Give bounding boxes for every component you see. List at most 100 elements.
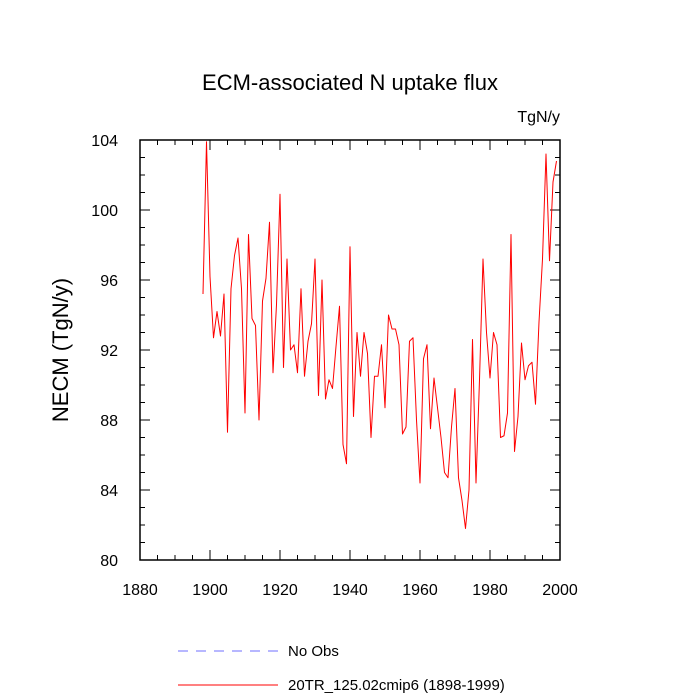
data-point-1975 (472, 339, 473, 340)
data-point-1971 (458, 477, 459, 478)
data-point-1974 (468, 489, 469, 490)
data-point-1963 (430, 428, 431, 429)
data-point-1932 (321, 279, 322, 280)
data-point-1982 (496, 344, 497, 345)
data-point-1929 (311, 323, 312, 324)
data-point-1919 (276, 304, 277, 305)
data-point-1923 (290, 349, 291, 350)
data-point-1962 (426, 344, 427, 345)
chart-title: ECM-associated N uptake flux (202, 70, 498, 95)
data-point-1903 (220, 335, 221, 336)
data-point-1967 (444, 472, 445, 473)
data-point-1958 (412, 337, 413, 338)
data-point-1996 (545, 153, 546, 154)
series-line-20tr (202, 141, 557, 529)
data-point-1953 (395, 328, 396, 329)
data-point-1926 (300, 288, 301, 289)
data-point-1947 (374, 376, 375, 377)
data-point-1941 (353, 416, 354, 417)
data-point-1924 (293, 344, 294, 345)
y-tick-label: 84 (100, 483, 118, 500)
data-point-1981 (493, 332, 494, 333)
data-point-1939 (346, 463, 347, 464)
data-point-1970 (454, 388, 455, 389)
data-point-1990 (524, 379, 525, 380)
data-point-1916 (265, 278, 266, 279)
data-point-1985 (507, 412, 508, 413)
y-tick-label: 104 (91, 133, 118, 150)
data-point-1997 (549, 260, 550, 261)
data-point-1933 (325, 398, 326, 399)
y-tick-label: 80 (100, 553, 118, 570)
data-point-1914 (258, 419, 259, 420)
data-point-1976 (475, 482, 476, 483)
data-point-1910 (244, 412, 245, 413)
data-point-1899 (206, 141, 207, 142)
data-point-1930 (314, 258, 315, 259)
data-point-1909 (241, 288, 242, 289)
data-point-1901 (213, 337, 214, 338)
x-tick-label: 1960 (402, 582, 438, 599)
data-point-1942 (356, 332, 357, 333)
data-point-1948 (377, 376, 378, 377)
data-point-1931 (318, 395, 319, 396)
data-point-1921 (283, 367, 284, 368)
x-tick-label: 1940 (332, 582, 368, 599)
data-point-1986 (510, 234, 511, 235)
data-point-1900 (209, 276, 210, 277)
data-point-1928 (307, 341, 308, 342)
data-point-1902 (216, 311, 217, 312)
data-point-1913 (255, 325, 256, 326)
legend-label-20tr: 20TR_125.02cmip6 (1898-1999) (288, 677, 505, 694)
legend-label-no-obs: No Obs (288, 643, 339, 660)
data-point-1977 (479, 379, 480, 380)
data-point-1969 (451, 426, 452, 427)
data-point-1907 (234, 255, 235, 256)
data-point-1954 (398, 344, 399, 345)
data-point-1961 (423, 358, 424, 359)
data-point-1898 (202, 293, 203, 294)
data-point-1944 (363, 332, 364, 333)
axis-ticks (139, 139, 561, 561)
data-point-1911 (248, 234, 249, 235)
data-point-1993 (535, 404, 536, 405)
data-point-1951 (388, 314, 389, 315)
y-tick-label: 88 (100, 413, 118, 430)
data-point-1980 (489, 377, 490, 378)
data-point-1912 (251, 318, 252, 319)
data-point-1964 (433, 377, 434, 378)
data-point-1965 (437, 407, 438, 408)
data-point-1917 (269, 222, 270, 223)
x-tick-label: 1980 (472, 582, 508, 599)
x-tick-label: 2000 (542, 582, 578, 599)
data-point-1978 (482, 258, 483, 259)
units-label: TgN/y (517, 109, 560, 126)
data-point-1908 (237, 237, 238, 238)
data-point-1952 (391, 328, 392, 329)
data-point-1904 (223, 293, 224, 294)
x-tick-label: 1920 (262, 582, 298, 599)
x-tick-label: 1880 (122, 582, 158, 599)
data-point-1950 (384, 407, 385, 408)
y-axis-label: NECM (TgN/y) (48, 278, 73, 422)
legend: No Obs 20TR_125.02cmip6 (1898-1999) (178, 643, 505, 694)
axis-tick-labels: 1880 1900 1920 1940 1960 1980 2000 80 84 88 92 96 10… (91, 133, 578, 599)
data-point-1984 (503, 435, 504, 436)
data-point-1995 (542, 258, 543, 259)
data-point-1968 (447, 477, 448, 478)
data-point-1934 (328, 379, 329, 380)
data-point-1987 (514, 451, 515, 452)
data-point-1960 (419, 482, 420, 483)
data-point-1943 (360, 376, 361, 377)
data-point-1992 (531, 362, 532, 363)
data-point-1959 (416, 419, 417, 420)
data-point-1956 (405, 426, 406, 427)
data-point-1936 (335, 346, 336, 347)
data-point-1955 (402, 433, 403, 434)
data-point-1983 (500, 437, 501, 438)
data-point-1915 (262, 300, 263, 301)
data-point-1922 (286, 258, 287, 259)
data-point-1940 (349, 246, 350, 247)
data-point-1905 (227, 432, 228, 433)
data-point-1946 (370, 437, 371, 438)
